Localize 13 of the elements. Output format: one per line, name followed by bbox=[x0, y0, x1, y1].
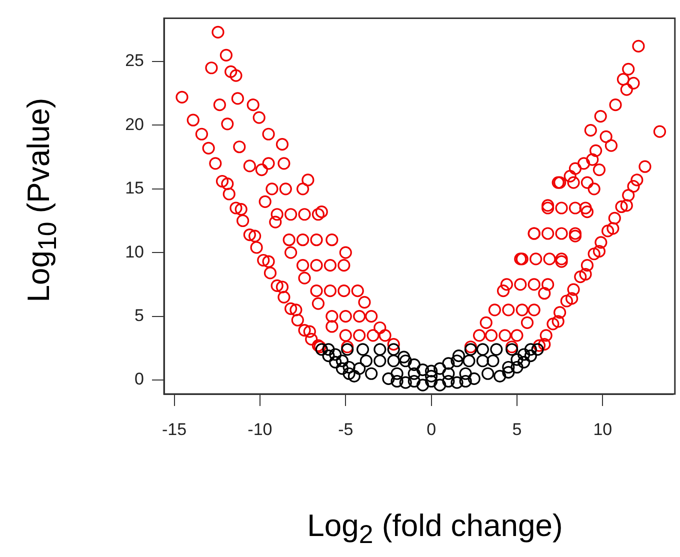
y-tick-label: 0 bbox=[134, 370, 144, 389]
y-tick-label: 15 bbox=[125, 178, 144, 198]
x-tick-label: -5 bbox=[338, 420, 354, 439]
y-tick-label: 25 bbox=[125, 51, 144, 70]
x-axis-title: Log$_{2}$ (fold change) bbox=[307, 508, 563, 550]
x-tick-label: 0 bbox=[426, 420, 436, 439]
y-tick-label: 10 bbox=[125, 242, 144, 262]
y-tick-label: 5 bbox=[134, 306, 144, 325]
x-tick-label: -15 bbox=[162, 420, 187, 439]
x-tick-label: 5 bbox=[512, 420, 522, 439]
x-tick-label: -10 bbox=[248, 420, 272, 439]
y-tick-label: 20 bbox=[125, 114, 144, 134]
x-tick-label: 10 bbox=[593, 420, 612, 439]
